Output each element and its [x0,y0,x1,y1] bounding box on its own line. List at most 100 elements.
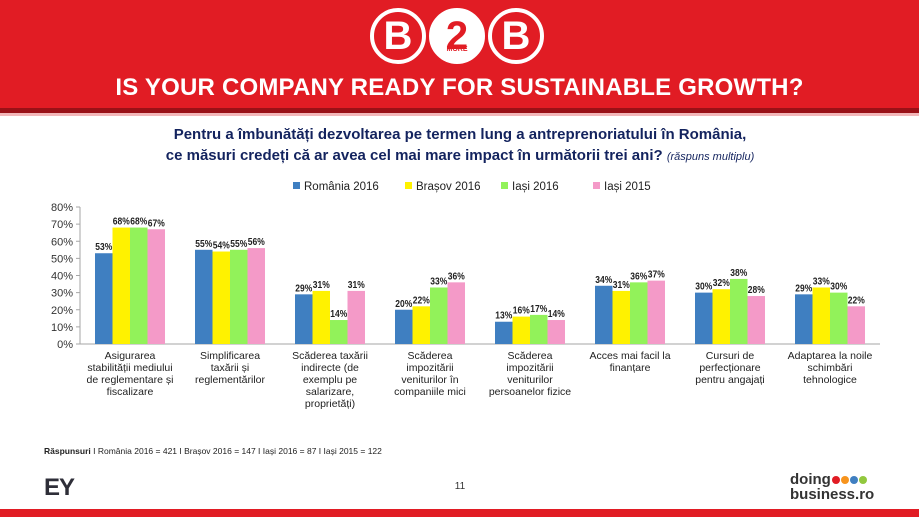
y-tick-label: 50% [51,253,73,265]
x-category-label: fiscalizare [107,386,154,398]
bar [447,282,465,344]
b2b-logo: B 2 MORE B [370,5,547,67]
x-category-label: salarizare, [306,386,354,398]
logo-letter-right: B [488,8,544,64]
x-category-label: perfecționare [699,362,760,374]
x-category-label: Scăderea [508,350,553,362]
bar [712,289,730,344]
db-logo-dot [858,476,867,485]
x-category-label: Acces mai facil la [589,350,670,362]
bar [347,290,365,344]
question-note: (răspuns multiplu) [666,151,755,163]
bar [647,280,665,344]
bar-chart: 0% 10% 20% 30% 40% 50% 60% 70% 80% România 2016 Br… [51,181,880,410]
bar-value-label: 36% [630,271,647,282]
bar-value-label: 55% [195,239,212,250]
bar-value-label: 29% [795,283,812,294]
x-category-label: finanțare [610,362,651,374]
bar [147,229,165,344]
bar [547,320,565,344]
bar-value-label: 33% [813,276,830,287]
bar-value-label: 30% [830,282,847,293]
footer-stripe [0,509,919,517]
logo-more-text: MORE [446,46,468,53]
logo-number-mid: 2 MORE [429,8,485,64]
x-category-label: veniturilor în [401,374,458,386]
bar-value-label: 36% [448,271,465,282]
x-category-label: pentru angajați [695,374,764,386]
doingbusiness-logo: doing business.ro [790,472,874,502]
db-logo-line1: doing [790,472,874,487]
bar-value-label: 34% [595,275,612,286]
db-logo-line2: business.ro [790,486,875,503]
bar [412,306,430,344]
x-category-label: persoanelor fizice [489,386,571,398]
x-category-label: exemplu pe [303,374,357,386]
bar [612,290,630,344]
x-category-label: Adaptarea la noile [788,350,873,362]
y-tick-label: 30% [51,288,73,300]
legend-swatch [593,182,600,189]
question-line-2-text: ce măsuri credeți că ar avea cel mai mar… [165,147,663,164]
bar-value-label: 68% [113,217,130,228]
bar-value-label: 29% [295,283,312,294]
x-category-label: schimbări [808,362,853,374]
legend-swatch [405,182,412,189]
bar-value-label: 67% [148,218,165,229]
bar [730,278,748,344]
bar [395,309,413,344]
header-stripe [0,108,919,113]
db-logo-word: doing [790,471,831,488]
bar-value-label: 22% [413,295,430,306]
y-tick-label: 70% [51,219,73,231]
logo-mid-text: 2 [445,13,469,58]
bar [330,320,348,344]
x-category-label: veniturilor [507,374,553,386]
logo-letter-left: B [370,8,426,64]
bar [230,249,248,344]
bar [312,290,330,344]
footnote-text: I România 2016 = 421 I Brașov 2016 = 147… [93,446,382,456]
legend-swatch [501,182,508,189]
x-category-label: impozitării [506,362,553,374]
legend-label: Iași 2016 [512,181,559,193]
bar-value-label: 54% [213,241,230,252]
x-category-label: tehnologice [803,374,857,386]
bar-value-label: 53% [95,242,112,253]
legend-label: România 2016 [304,181,379,193]
bar [595,285,613,344]
bar-value-label: 31% [313,280,330,291]
headline: IS YOUR COMPANY READY FOR SUSTAINABLE GR… [115,74,804,101]
x-category-label: impozitării [406,362,453,374]
bar [495,321,513,344]
footnote-label: Răspunsuri [44,446,91,456]
legend-swatch [293,182,300,189]
bar-value-label: 14% [330,309,347,320]
y-tick-label: 60% [51,236,73,248]
header-stripe-light [0,113,919,116]
x-category-label: proprietăți) [305,398,355,410]
bar [212,251,230,344]
bar-value-label: 28% [748,285,765,296]
bar-value-label: 16% [513,306,530,317]
bar [812,287,830,344]
bar [630,282,648,344]
footnote: Răspunsuri I România 2016 = 421 I Brașov… [44,446,382,456]
bar [747,296,765,344]
bar-value-label: 31% [348,280,365,291]
legend-label: Brașov 2016 [416,181,481,193]
y-tick-label: 0% [57,339,73,351]
bar-value-label: 38% [730,268,747,279]
question-line-2: ce măsuri credeți că ar avea cel mai mar… [60,145,860,168]
db-logo-dot [849,476,858,485]
page-number: 11 [454,481,466,492]
bar [247,248,265,344]
bar [430,287,448,344]
chart-question: Pentru a îmbunătăți dezvoltarea pe terme… [60,124,860,168]
y-tick-label: 20% [51,305,73,317]
x-category-label: taxării și [211,362,250,374]
x-category-label: companiile mici [394,386,466,398]
x-category-label: indirecte (de [301,362,359,374]
x-category-label: Cursuri de [706,350,755,362]
bar [795,294,813,344]
